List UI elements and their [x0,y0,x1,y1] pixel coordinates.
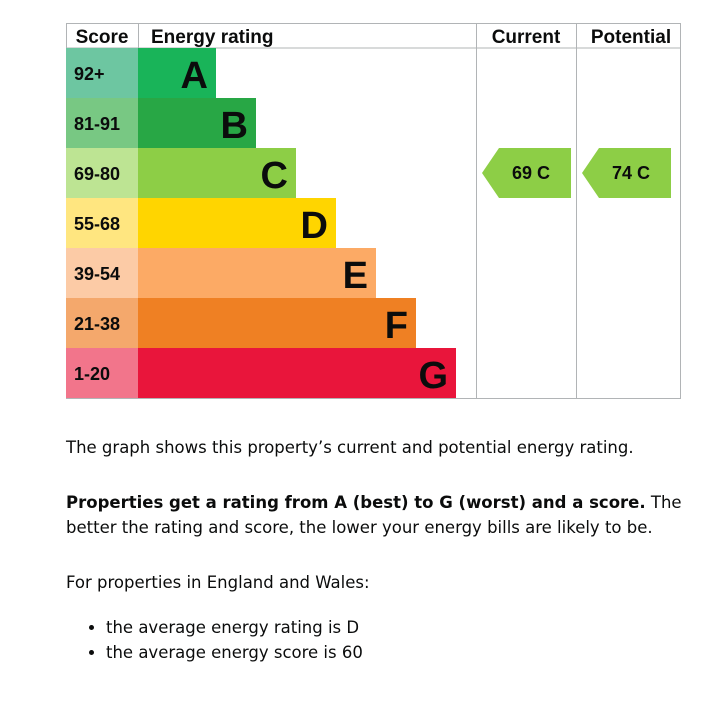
score-cell-b [66,98,138,148]
score-range-c: 69-80 [74,164,120,184]
score-cell-f [66,298,138,348]
band-letter-a: A [181,55,208,97]
header-potential: Potential [591,27,671,48]
band-letter-e: E [343,255,368,297]
averages-list: the average energy rating is D the avera… [66,615,720,665]
rating-explanation-lead: Properties get a rating from A (best) to… [66,493,646,512]
rating-explanation: Properties get a rating from A (best) to… [66,490,686,540]
band-letter-b: B [221,105,248,147]
score-cell-e [66,248,138,298]
header-score: Score [76,27,129,48]
region-note: For properties in England and Wales: [66,573,370,592]
band-bar-g [138,348,456,398]
score-range-d: 55-68 [74,214,120,234]
score-range-g: 1-20 [74,364,110,384]
band-letter-g: G [418,355,448,397]
average-score-item: the average energy score is 60 [106,640,720,665]
band-bar-c [138,148,296,198]
epc-rating-chart: Score Energy rating Current Potential 92… [66,23,681,399]
chart-description: The graph shows this property’s current … [66,438,634,457]
band-letter-f: F [385,305,408,347]
band-bar-f [138,298,416,348]
band-bar-a [138,48,216,98]
potential-rating-label: 74 C [612,163,650,183]
band-bar-e [138,248,376,298]
band-letter-c: C [261,155,288,197]
score-range-a: 92+ [74,64,105,84]
score-cell-a [66,48,138,98]
score-cell-g [66,348,138,398]
header-current: Current [492,27,561,48]
score-range-b: 81-91 [74,114,120,134]
average-rating-item: the average energy rating is D [106,615,720,640]
score-range-e: 39-54 [74,264,120,284]
band-letter-d: D [301,205,328,247]
band-bar-b [138,98,256,148]
header-energy-rating: Energy rating [151,27,273,48]
potential-rating-arrow [582,148,671,198]
score-cell-c [66,148,138,198]
band-bar-d [138,198,336,248]
score-cell-d [66,198,138,248]
current-rating-label: 69 C [512,163,550,183]
current-rating-arrow [482,148,571,198]
score-range-f: 21-38 [74,314,120,334]
rating-explanation-rest: The better the rating and score, the low… [66,493,682,537]
